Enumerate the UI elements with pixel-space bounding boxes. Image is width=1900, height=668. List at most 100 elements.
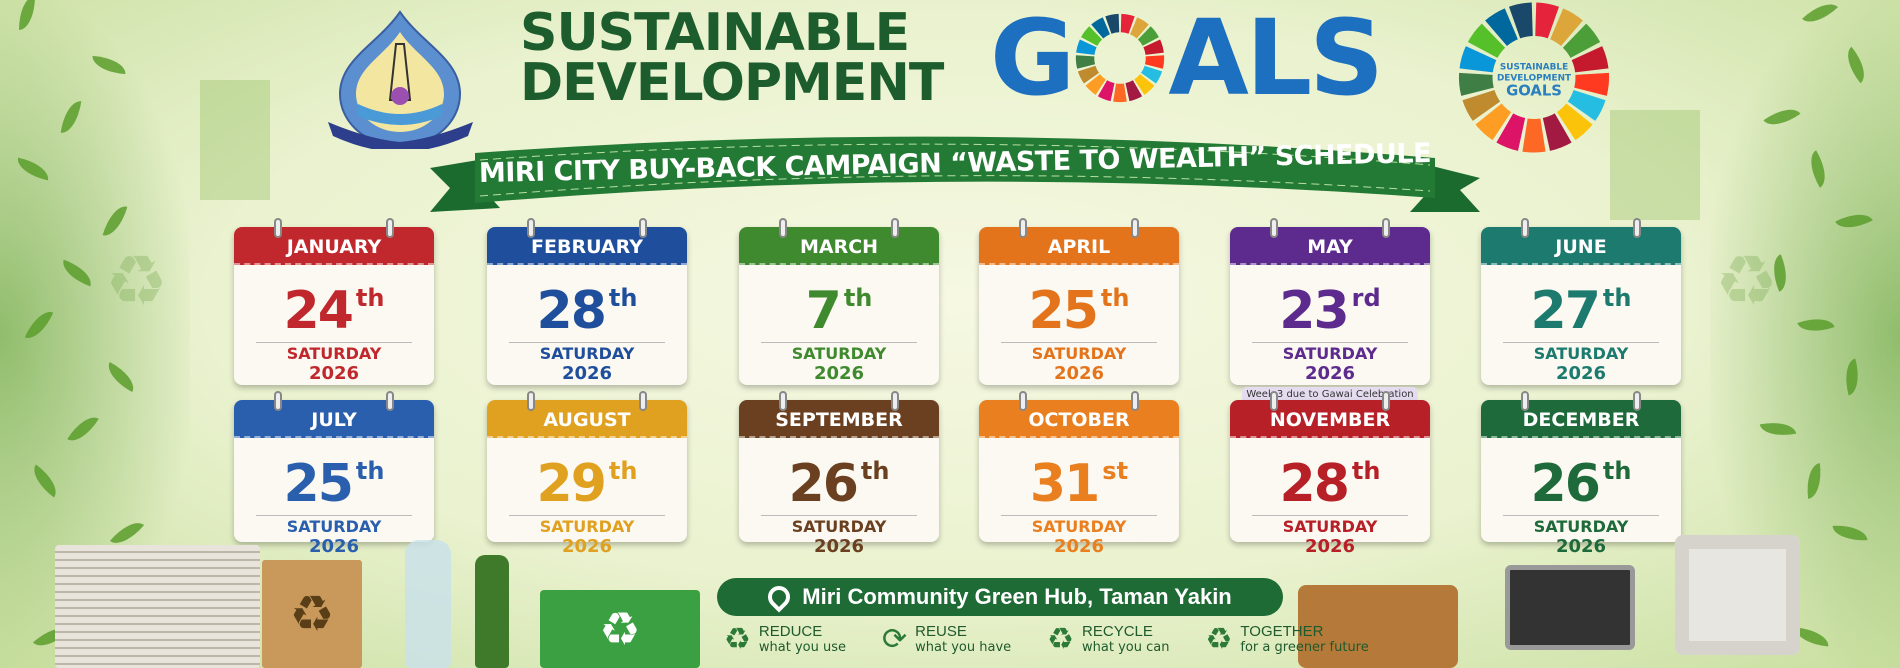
month-header: OCTOBER xyxy=(979,400,1179,438)
divider xyxy=(1252,342,1408,343)
recycle-watermark-icon: ♻ xyxy=(1715,240,1778,322)
day-suffix: th xyxy=(1602,284,1632,312)
binder-ring-icon xyxy=(1270,391,1278,411)
day-value: 26 xyxy=(788,454,859,514)
sdg-segment xyxy=(1121,13,1136,34)
divider xyxy=(761,342,917,343)
sdg-segment xyxy=(1145,55,1165,69)
weekday: SATURDAY xyxy=(286,517,382,536)
day-suffix: th xyxy=(1100,284,1130,312)
sdg-segment xyxy=(1462,90,1501,121)
binder-ring-icon xyxy=(891,391,899,411)
day-suffix: th xyxy=(355,457,385,485)
legend-item-reuse: ⟳ REUSE what you have xyxy=(882,624,1011,656)
sdg-segment xyxy=(1076,39,1097,55)
binder-ring-icon xyxy=(274,391,282,411)
plastic-bottle xyxy=(405,540,451,668)
legend-item-recycle: ♻ RECYCLE what you can xyxy=(1047,624,1169,656)
binder-ring-icon xyxy=(527,218,535,238)
sdg-segment xyxy=(1078,65,1100,84)
binder-ring-icon xyxy=(1131,218,1139,238)
day-value: 7 xyxy=(805,281,842,341)
binder-ring-icon xyxy=(891,218,899,238)
sdg-segment xyxy=(1105,13,1120,34)
sdg-segment xyxy=(1485,8,1518,47)
sdg-segment xyxy=(1138,26,1160,46)
day-suffix: th xyxy=(843,284,873,312)
day-suffix: th xyxy=(1602,457,1632,485)
divider xyxy=(509,342,665,343)
divider xyxy=(1252,515,1408,516)
legend-title: REUSE xyxy=(915,623,967,640)
goals-als: ALS xyxy=(1168,0,1384,119)
divider xyxy=(1001,342,1157,343)
recycle-icon: ♻ xyxy=(1047,622,1075,657)
month-header: APRIL xyxy=(979,227,1179,265)
month-header: JULY xyxy=(234,400,434,438)
day-value: 29 xyxy=(536,454,607,514)
divider xyxy=(1001,515,1157,516)
recycle-watermark-icon: ♻ xyxy=(105,240,168,322)
year: 2026 xyxy=(813,536,865,557)
sdg-segment xyxy=(1081,26,1103,46)
city-silhouette xyxy=(1610,110,1700,220)
day-value: 27 xyxy=(1530,281,1601,341)
sdg-wheel-logo: SUSTAINABLE DEVELOPMENT GOALS xyxy=(1458,2,1610,153)
binder-ring-icon xyxy=(1382,218,1390,238)
month-header: JUNE xyxy=(1481,227,1681,265)
day-suffix: th xyxy=(1351,457,1381,485)
day-value: 28 xyxy=(1279,454,1350,514)
weekday: SATURDAY xyxy=(1282,344,1378,363)
recycle-icon: ♻ xyxy=(1205,622,1233,657)
binder-ring-icon xyxy=(1521,391,1529,411)
divider xyxy=(509,515,665,516)
sdg-segment xyxy=(1113,83,1128,103)
legend-title: TOGETHER xyxy=(1240,623,1324,640)
binder-ring-icon xyxy=(1019,391,1027,411)
binder-ring-icon xyxy=(639,391,647,411)
day-value: 28 xyxy=(536,281,607,341)
sdg-segment xyxy=(1130,17,1150,39)
glass-bottle xyxy=(475,555,509,668)
sdg-segment xyxy=(1458,72,1494,96)
sdg-segment xyxy=(1143,39,1165,55)
day-suffix: th xyxy=(608,284,638,312)
year: 2026 xyxy=(1555,363,1607,384)
day-suffix: th xyxy=(608,457,638,485)
year: 2026 xyxy=(1053,363,1105,384)
sdg-segment xyxy=(1467,23,1506,58)
sdg-segment xyxy=(1562,23,1601,58)
sdg-segment xyxy=(1085,74,1107,95)
cardboard-box-recycle-icon: ♻ xyxy=(262,560,362,668)
binder-ring-icon xyxy=(639,218,647,238)
weekday: SATURDAY xyxy=(1533,517,1629,536)
legend-title: REDUCE xyxy=(758,623,823,640)
day-value: 26 xyxy=(1530,454,1601,514)
weekday: SATURDAY xyxy=(791,344,887,363)
weekday: SATURDAY xyxy=(1282,517,1378,536)
city-silhouette xyxy=(200,80,270,200)
year: 2026 xyxy=(308,363,360,384)
sdg-segment xyxy=(1475,103,1512,141)
sdg-segment xyxy=(1535,2,1559,39)
divider xyxy=(1503,342,1659,343)
goals-g: G xyxy=(990,0,1075,119)
month-header: DECEMBER xyxy=(1481,400,1681,438)
map-pin-icon xyxy=(763,581,795,613)
weekday: SATURDAY xyxy=(791,517,887,536)
month-header: JANUARY xyxy=(234,227,434,265)
day-suffix: th xyxy=(860,457,890,485)
day-suffix: rd xyxy=(1351,284,1381,312)
